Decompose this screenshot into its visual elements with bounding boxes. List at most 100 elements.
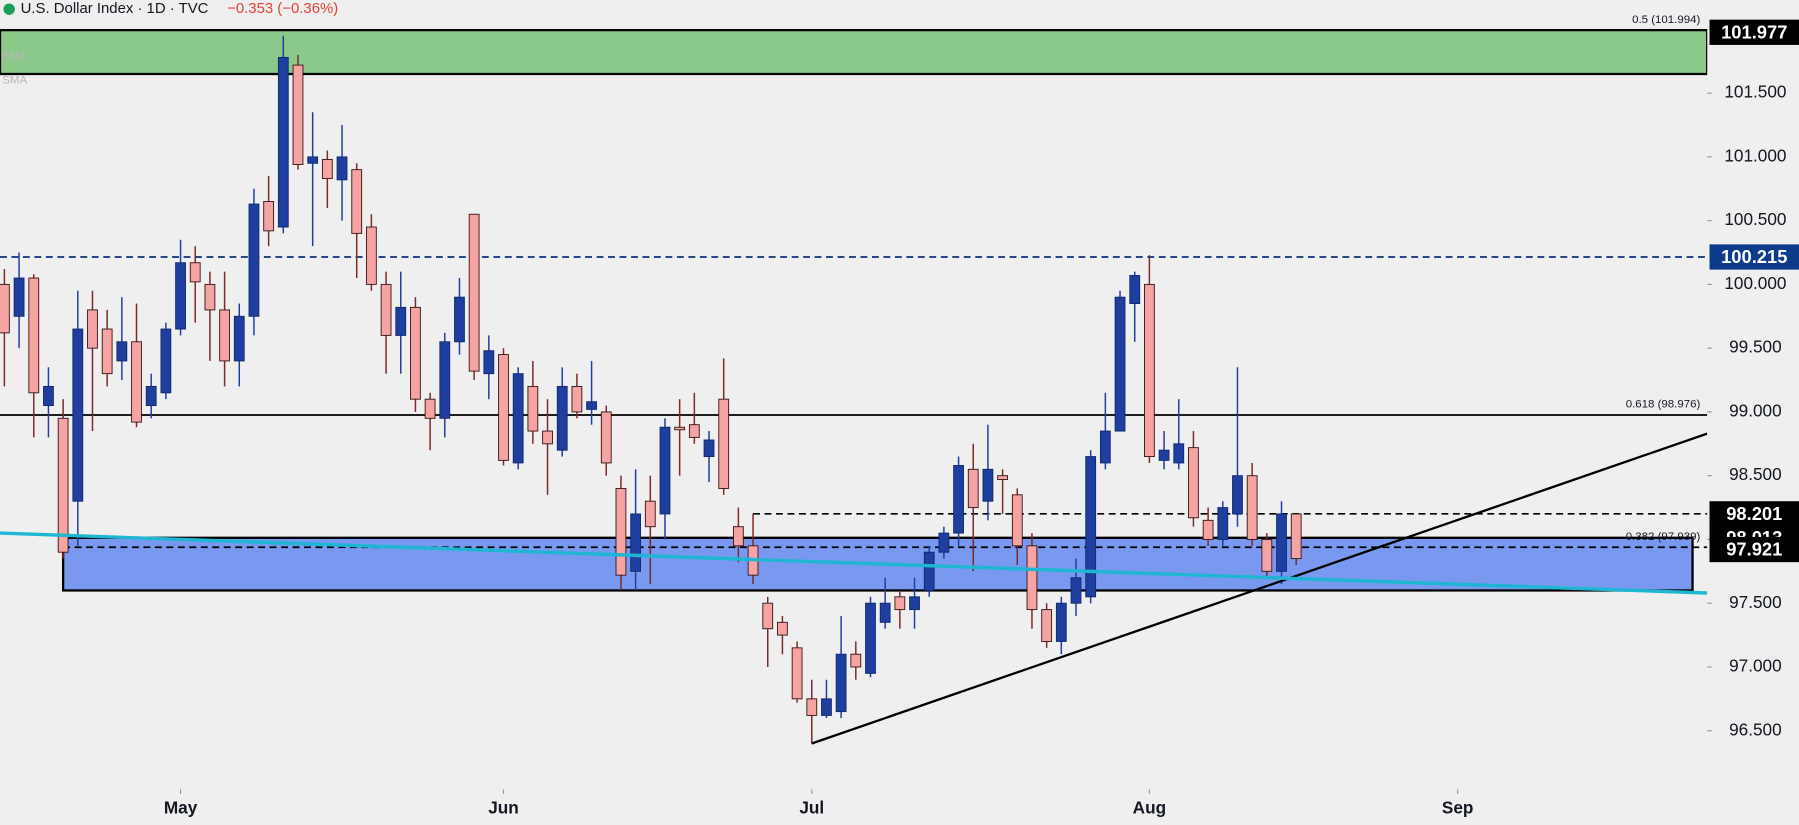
price-badge	[1709, 19, 1799, 45]
candle-body	[762, 602, 774, 630]
price-badge-label: 97.921	[1726, 539, 1782, 560]
y-tick-label: 100.500	[1724, 209, 1786, 229]
candle-body	[483, 350, 495, 375]
candle-body	[43, 385, 54, 407]
price-badge-label: 98.201	[1726, 503, 1782, 524]
candle-body	[1144, 283, 1155, 458]
candle-body	[821, 698, 832, 716]
candle-body	[894, 596, 906, 611]
x-tick-label: Jun	[488, 797, 519, 817]
candle-body	[57, 417, 69, 553]
candle-body	[542, 430, 553, 445]
candle-body	[997, 475, 1008, 480]
candle-body	[498, 354, 509, 461]
price-badge	[1709, 244, 1799, 270]
candle-body	[307, 156, 319, 164]
candle-body	[1129, 275, 1141, 304]
candle-body	[630, 513, 642, 572]
candle-body	[1011, 494, 1023, 547]
price-badge-label: 100.215	[1721, 246, 1787, 267]
candle-body	[571, 385, 583, 413]
candle-body	[1232, 475, 1243, 515]
y-tick-label: 99.000	[1729, 400, 1782, 420]
candle-body	[1217, 507, 1229, 540]
level-label: 0.382 (97.939)	[1626, 531, 1701, 543]
y-tick-label: 96.500	[1729, 719, 1782, 739]
y-tick-label: 99.500	[1729, 337, 1782, 357]
candle-body	[938, 532, 950, 553]
candle-body	[1202, 519, 1214, 540]
candle-body	[703, 439, 715, 458]
candle-body	[1114, 296, 1126, 432]
candle-body	[292, 64, 304, 165]
candle-body	[145, 385, 157, 407]
y-tick-label: 101.000	[1724, 145, 1786, 165]
candle-body	[204, 283, 216, 311]
candle-body	[175, 262, 186, 330]
candle-body	[454, 296, 465, 343]
candle-body	[1173, 443, 1185, 464]
zone	[0, 28, 1708, 76]
candle-body	[732, 526, 744, 547]
candle-body	[1041, 609, 1053, 642]
candle-body	[1070, 577, 1082, 604]
candle-body	[1261, 538, 1273, 572]
candle-body	[644, 500, 656, 528]
candle-body	[0, 283, 10, 334]
candle-body	[13, 277, 25, 317]
level-label: 0.5 (101.994)	[1632, 14, 1700, 26]
candle-body	[395, 306, 407, 336]
candle-body	[835, 653, 847, 713]
candle-body	[116, 341, 128, 362]
candle-body	[1085, 456, 1097, 598]
candle-body	[527, 385, 539, 432]
candle-body	[1246, 475, 1258, 540]
candle-body	[600, 411, 612, 464]
candle-body	[380, 283, 392, 336]
candle-body	[321, 158, 333, 180]
price-badge-label: 101.977	[1721, 21, 1787, 42]
price-badge	[1709, 536, 1799, 563]
candle-body	[468, 213, 480, 372]
candle-body	[248, 203, 260, 317]
candle-body	[674, 426, 686, 431]
candle-body	[982, 468, 994, 502]
x-tick-label: Sep	[1442, 797, 1474, 817]
price-badge	[1709, 501, 1799, 527]
candle-body	[410, 306, 421, 400]
candle-body	[439, 341, 451, 419]
plot-area: 0.5 (101.994) 0.618 (98.976) 0.382 (97.939…	[0, 14, 1708, 745]
candle-body	[1099, 430, 1111, 464]
candle-body	[967, 468, 979, 509]
candle-body	[131, 341, 142, 423]
candle-body	[556, 385, 568, 451]
candle-body	[1026, 545, 1038, 611]
candle-body	[953, 465, 964, 534]
candle-body	[909, 596, 920, 611]
candle-body	[1158, 449, 1170, 461]
price-change: −0.353 (−0.36%)	[227, 1, 338, 17]
candle-body	[879, 602, 891, 623]
candle-body	[219, 309, 230, 362]
candle-body	[586, 401, 597, 410]
level-label: 0.618 (98.976)	[1626, 399, 1701, 411]
candle-body	[791, 647, 803, 700]
candle-body	[923, 551, 935, 591]
candle-body	[777, 621, 788, 636]
candle-body	[233, 315, 245, 362]
candle-body	[1276, 513, 1287, 572]
candle-body	[87, 309, 98, 349]
indicator-label: EMA	[2, 50, 27, 62]
candle-body	[189, 262, 201, 283]
candle-body	[718, 398, 730, 489]
candle-body	[365, 226, 377, 285]
symbol-icon	[3, 3, 15, 15]
candle-body	[512, 373, 524, 464]
y-tick-label: 97.500	[1729, 592, 1782, 612]
candle-body	[1055, 602, 1067, 642]
candle-body	[615, 487, 627, 576]
indicator-label: SMA	[2, 74, 27, 86]
candle-body	[1188, 447, 1199, 519]
candle-body	[424, 398, 436, 419]
